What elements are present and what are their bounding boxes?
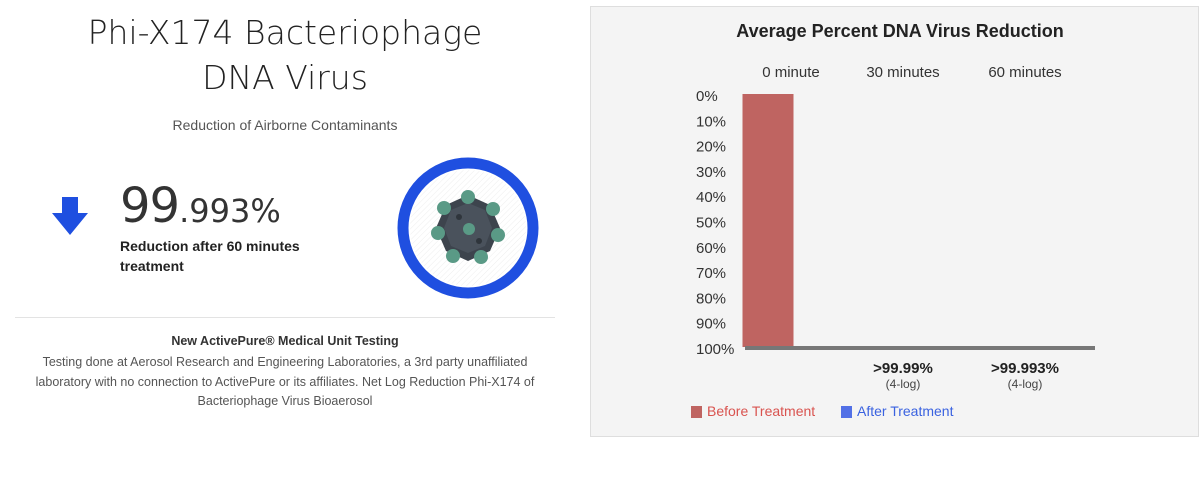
y-tick-label: 10% — [696, 113, 726, 130]
reduction-decimal: .993% — [179, 192, 281, 230]
y-tick-label: 100% — [696, 341, 734, 358]
legend-swatch — [691, 406, 702, 418]
virus-icon — [431, 190, 505, 264]
arrow-down-icon — [52, 197, 88, 235]
legend-swatch — [841, 406, 852, 418]
y-tick-label: 30% — [696, 164, 726, 181]
reduction-label: Reduction after 60 minutes treatment — [120, 238, 300, 274]
y-tick-label: 20% — [696, 139, 726, 156]
testing-title: New ActivePure® Medical Unit Testing — [171, 334, 399, 348]
legend-label: After Treatment — [857, 403, 954, 419]
testing-description: Testing done at Aerosol Research and Eng… — [35, 355, 535, 408]
reduction-integer: 99 — [120, 178, 180, 234]
divider — [15, 317, 555, 318]
bar-chart: Average Percent DNA Virus Reduction 0% 10… — [691, 21, 1095, 419]
category-label: 60 minutes — [988, 64, 1061, 81]
data-label: >99.993% — [991, 360, 1059, 377]
category-label: 30 minutes — [866, 64, 939, 81]
legend-label: Before Treatment — [707, 403, 815, 419]
y-tick-label: 40% — [696, 189, 726, 206]
y-tick-label: 80% — [696, 290, 726, 307]
subtitle: Reduction of Airborne Contaminants — [172, 117, 398, 133]
y-tick-label: 70% — [696, 265, 726, 282]
page-title: Phi-X174 Bacteriophage DNA Virus — [40, 10, 530, 100]
title-line-2: DNA Virus — [202, 58, 368, 97]
y-tick-label: 0% — [696, 88, 718, 105]
data-label-sub: (4-log) — [1008, 377, 1043, 391]
data-label: >99.99% — [873, 360, 933, 377]
chart-panel: Average Percent DNA Virus Reduction 0% 10… — [590, 6, 1199, 437]
bar — [742, 94, 794, 347]
virus-ring-image — [397, 157, 539, 299]
title-line-1: Phi-X174 Bacteriophage — [87, 13, 483, 52]
reduction-percentage: 99.993% — [120, 178, 281, 234]
y-tick-label: 90% — [696, 316, 726, 333]
y-tick-label: 60% — [696, 240, 726, 257]
data-label-sub: (4-log) — [886, 377, 921, 391]
y-tick-label: 50% — [696, 215, 726, 232]
chart-title: Average Percent DNA Virus Reduction — [736, 21, 1063, 41]
x-axis-line — [745, 346, 1095, 350]
category-label: 0 minute — [762, 64, 820, 81]
